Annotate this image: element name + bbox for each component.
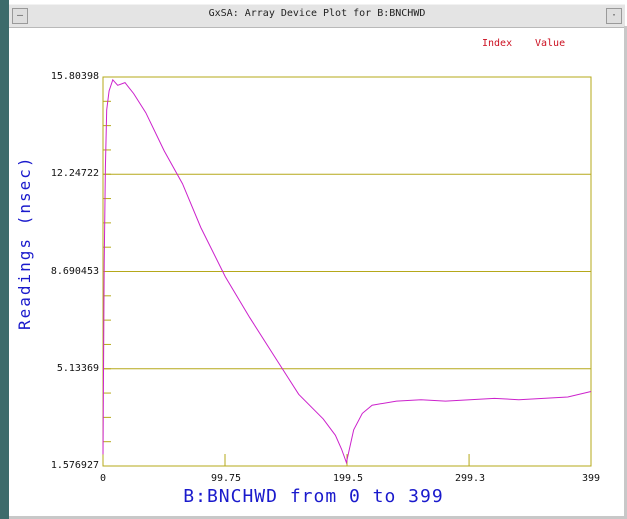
y-tick-label: 5.13369 [56,363,99,374]
y-tick-label: 15.80398 [50,71,99,82]
x-tick-label: 299.3 [454,473,486,484]
dot-icon[interactable]: · [606,8,622,24]
x-tick-label: 99.75 [210,473,242,484]
legend-index-label: Index [482,38,513,49]
x-axis-label: B:BNCHWD from 0 to 399 [183,486,444,507]
x-tick-label: 199.5 [332,473,364,484]
data-series-line [102,78,592,465]
window-bottom-border [9,516,627,519]
y-axis-label: Readings (nsec) [15,155,34,331]
y-tick-label: 12.24722 [50,168,99,179]
title-bar[interactable]: – GxSA: Array Device Plot for B:BNCHWD · [9,4,625,28]
minus-icon[interactable]: – [12,8,28,24]
y-tick-label: 8.690453 [50,266,99,277]
window-left-border [0,0,9,519]
window-right-border [624,26,627,519]
x-tick-label: 399 [581,473,601,484]
y-tick-label: 1.576927 [50,460,99,471]
legend-value-label: Value [535,38,566,49]
x-tick-label: 0 [99,473,107,484]
window-title: GxSA: Array Device Plot for B:BNCHWD [208,8,426,19]
